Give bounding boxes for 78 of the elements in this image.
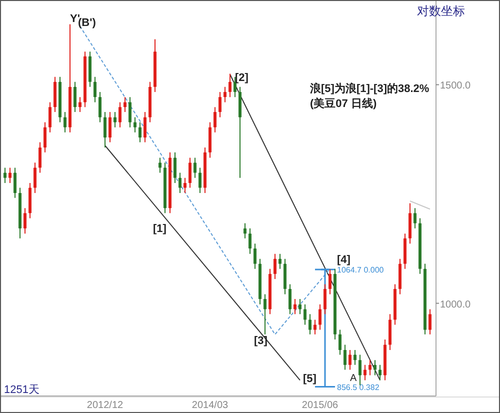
candlestick: [228, 73, 232, 98]
candlestick: [294, 298, 296, 315]
y-tick-label: 1000.0: [440, 299, 472, 310]
candlestick: [374, 360, 376, 376]
x-tick-label: 2014/03: [192, 400, 229, 411]
candlestick: [44, 122, 46, 153]
candlestick: [128, 96, 132, 128]
candlestick: [14, 167, 16, 198]
candlestick: [138, 122, 142, 143]
candlestick: [134, 116, 136, 133]
candlestick: [254, 243, 256, 270]
candlestick: [244, 222, 246, 239]
annotation: 浪[5]为浪[1]-[3]的38.2%: [309, 82, 430, 95]
candlestick: [174, 152, 176, 184]
candlestick: [224, 86, 226, 103]
annotation: [3]: [254, 335, 268, 347]
candlestick: [178, 172, 182, 194]
y-tick-label: 1500.0: [440, 80, 472, 92]
candlestick: [94, 76, 96, 103]
candlestick: [344, 344, 346, 370]
x-tick-label: 2015/06: [302, 400, 339, 411]
candlestick: [38, 142, 42, 174]
annotation: [1]: [153, 223, 167, 235]
candlestick: [348, 350, 352, 370]
annotation: 对数坐标: [417, 4, 465, 18]
candlestick: [378, 364, 382, 381]
candlestick: [64, 111, 66, 133]
candlestick: [278, 253, 282, 270]
annotation: (B'): [78, 17, 96, 29]
candlestick: [184, 177, 186, 194]
candlestick: [4, 167, 6, 184]
annotation: (美豆07 日线): [310, 97, 377, 110]
candlestick: [188, 157, 192, 188]
candlestick: [34, 162, 36, 194]
candlestick: [274, 253, 276, 280]
candlestick: [98, 91, 102, 123]
candlestick: [308, 314, 312, 335]
candlestick: [48, 102, 52, 133]
candlestick: [414, 208, 416, 229]
x-tick-label: 2012/12: [86, 400, 124, 411]
candlestick: [198, 167, 202, 194]
candlestick: [338, 329, 342, 356]
candlestick: [108, 111, 112, 143]
ref-line-label: 856.5 0.382: [337, 382, 380, 392]
candlestick: [324, 284, 326, 315]
candlestick: [144, 111, 146, 143]
annotation: [2]: [235, 72, 249, 84]
candlestick: [214, 106, 216, 133]
candlestick: [104, 111, 106, 148]
candlestick: [314, 319, 316, 335]
candlestick: [118, 102, 122, 128]
candlestick: [354, 350, 356, 366]
candlestick: [248, 228, 252, 254]
candlestick: [304, 304, 306, 326]
candlestick: [368, 360, 372, 376]
candlestick: [298, 298, 302, 315]
candlestick: [428, 308, 432, 335]
candlestick: [364, 364, 366, 381]
candlestick: [114, 111, 116, 128]
candlestick: [218, 91, 222, 118]
annotation: A: [350, 373, 357, 384]
candlestick: [78, 96, 82, 112]
candlestick: [194, 157, 196, 178]
candlestick: [234, 76, 236, 98]
candlestick: [158, 157, 162, 174]
candlestick: [328, 268, 332, 295]
candlestick: [318, 304, 322, 330]
candlestick: [124, 96, 126, 112]
candlestick: [74, 81, 76, 112]
annotation: 1251天: [4, 384, 40, 396]
annotation: [5]: [303, 373, 317, 385]
candlestick: [358, 354, 362, 386]
annotation: [4]: [337, 254, 351, 266]
candlestick: [24, 208, 26, 234]
candlestick: [264, 294, 266, 335]
ref-line-label: 1064.7 0.000: [337, 265, 384, 274]
candlestick: [8, 167, 12, 184]
candlestick: [288, 284, 292, 315]
